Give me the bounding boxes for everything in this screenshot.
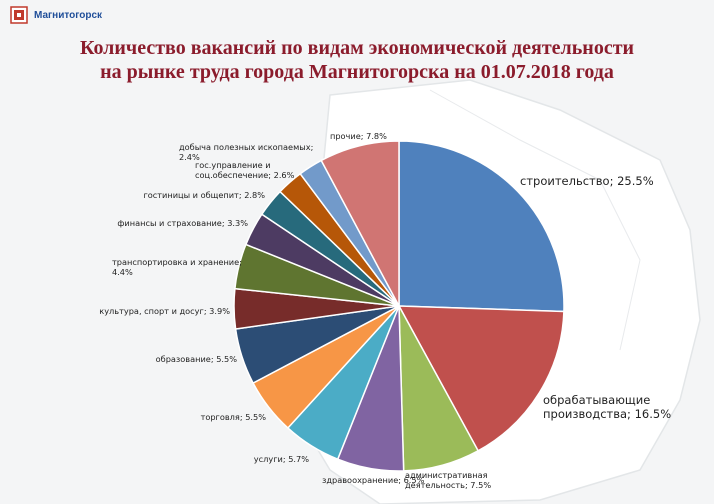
page-title: Количество вакансий по видам экономическ… — [0, 36, 714, 84]
slice-label: торговля; 5.5% — [201, 412, 267, 422]
city-emblem-icon — [10, 6, 28, 24]
slice-label: финансы и страхование; 3.3% — [117, 218, 248, 228]
logo: Магнитогорск — [10, 6, 102, 24]
slice-label: добыча полезных ископаемых; 2.4% — [179, 142, 313, 162]
title-line-1: Количество вакансий по видам экономическ… — [79, 37, 635, 59]
pie-slice — [320, 140, 400, 307]
slice-label: здравоохранение; 6.5% — [322, 475, 425, 485]
slice-label: обрабатывающие производства; 16.5% — [543, 393, 671, 421]
logo-text: Магнитогорск — [34, 9, 103, 21]
title-line-2: на рынке труда города Магнитогорска на 0… — [100, 61, 614, 83]
pie-slice — [398, 140, 565, 313]
slice-label: образование; 5.5% — [156, 354, 238, 364]
slice-label: строительство; 25.5% — [520, 174, 654, 188]
slice-label: прочие; 7.8% — [330, 131, 387, 141]
slice-label: гос.управление и соц.обеспечение; 2.6% — [195, 160, 295, 180]
slice-label: транспортировка и хранение; 4.4% — [112, 257, 242, 277]
slice-label: культура, спорт и досуг; 3.9% — [99, 306, 230, 316]
slice-label: услуги; 5.7% — [254, 454, 309, 464]
slice-label: гостиницы и общепит; 2.8% — [143, 190, 265, 200]
slice-label: административная деятельность; 7.5% — [405, 470, 491, 490]
pie-slice — [397, 305, 565, 452]
